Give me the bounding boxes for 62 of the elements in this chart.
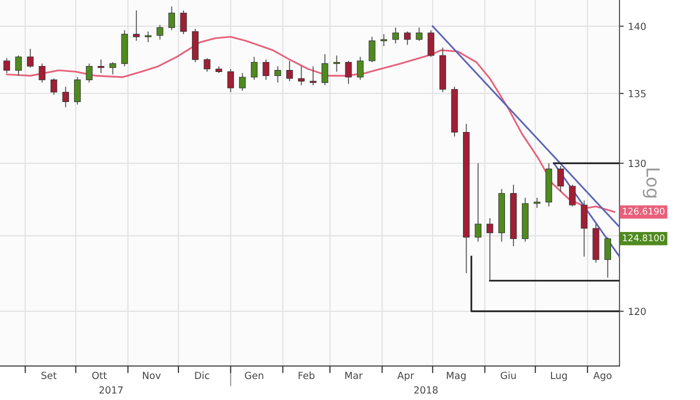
candlestick: [86, 63, 93, 84]
x-tick-label: Apr: [397, 372, 414, 381]
x-tick-label: Ott: [92, 372, 107, 380]
candlestick: [345, 60, 352, 84]
candlestick: [3, 58, 10, 74]
candlestick: [580, 200, 588, 258]
candlestick: [333, 55, 340, 72]
candlestick: [180, 10, 187, 35]
x-tick-label: Nov: [142, 372, 161, 380]
x-tick-label: Mag: [446, 372, 466, 381]
candlestick: [98, 59, 104, 74]
candlestick: [486, 218, 494, 282]
candlestick: [250, 56, 258, 80]
y-tick-label: 140: [628, 22, 646, 30]
x-tick-label: Gen: [244, 372, 264, 380]
y-tick-label: 120: [628, 308, 646, 316]
candlestick: [534, 197, 540, 208]
y-tick-label: 135: [628, 90, 646, 98]
candlestick: [156, 24, 164, 40]
x-tick-label: Mar: [345, 372, 363, 380]
candlestick: [356, 56, 364, 80]
candlestick: [380, 34, 388, 47]
x-tick-label: Giu: [500, 372, 516, 380]
candlestick: [310, 66, 316, 86]
candlestick: [227, 68, 234, 93]
candlestick: [428, 30, 434, 58]
x-tick-label: Feb: [298, 372, 314, 380]
candlestick: [274, 66, 282, 84]
candlestick: [74, 76, 81, 105]
candlestick: [474, 162, 482, 242]
candlestick: [133, 10, 140, 42]
x2-tick-label: 2018: [414, 386, 438, 394]
candlestick: [286, 60, 293, 82]
candlestick: [416, 27, 422, 42]
y-axis-title: Log: [642, 168, 660, 198]
x2-tick-label: 2017: [99, 386, 123, 394]
candlestick: [557, 166, 564, 192]
candlestick: [109, 62, 116, 75]
candlestick: [15, 55, 22, 76]
x-tick-label: Ago: [593, 372, 612, 381]
x-tick-label: Lug: [551, 372, 567, 381]
annotation: 124.8100: [622, 234, 664, 242]
candlestick: [50, 78, 58, 96]
x-tick-label: Dic: [195, 372, 210, 380]
candlestick: [38, 63, 46, 84]
candlestick: [239, 72, 246, 92]
candlestick: [569, 184, 576, 207]
candlestick: [168, 6, 176, 31]
y-tick-label: 130: [628, 160, 646, 168]
candlestick: [26, 48, 34, 68]
candlestick: [298, 66, 305, 86]
candlestick: [368, 36, 376, 63]
candlestick: [404, 31, 411, 46]
candlestick: [144, 31, 152, 43]
candlestick: [392, 27, 399, 44]
candlestick: [322, 54, 328, 86]
candlestick: [204, 58, 210, 72]
candlestick: [62, 86, 69, 108]
x-tick-label: Set: [41, 372, 57, 380]
annotation: 126.6190: [622, 208, 664, 215]
candlestick: [604, 236, 612, 278]
candlestick: [262, 59, 270, 80]
